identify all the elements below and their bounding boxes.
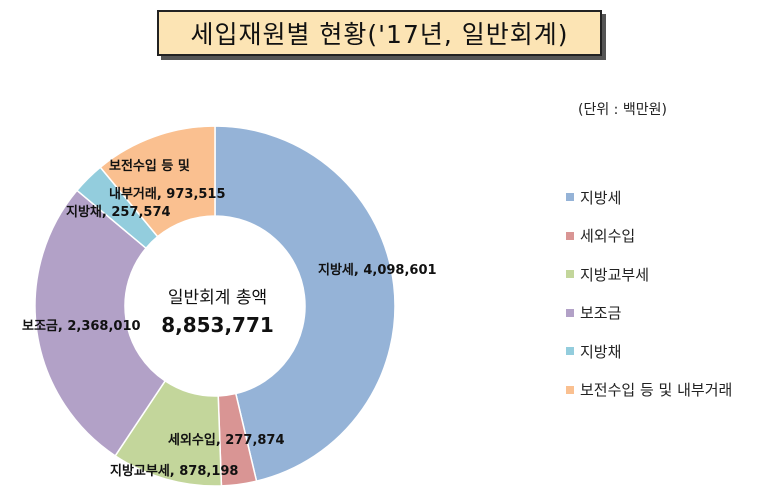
chart-title: 세입재원별 현황('17년, 일반회계) — [157, 10, 602, 56]
data-label-slice-3: 보조금, 2,368,010 — [22, 319, 141, 334]
donut-slice-5 — [99, 125, 216, 238]
legend-label: 지방채 — [580, 342, 622, 361]
legend-swatch — [566, 308, 574, 317]
data-label-slice-2: 지방교부세, 878,198 — [110, 464, 239, 479]
legend-swatch — [566, 231, 574, 240]
donut-slice-0 — [214, 125, 396, 483]
data-label-slice-5-line-1: 보전수입 등 및 — [109, 159, 190, 174]
legend-swatch — [566, 385, 574, 394]
legend-item: 세외수입 — [566, 217, 732, 256]
legend-label: 세외수입 — [580, 227, 636, 246]
legend-item: 보조금 — [566, 294, 732, 333]
legend-swatch — [566, 347, 574, 356]
data-label-slice-1: 세외수입, 277,874 — [168, 433, 285, 448]
legend: 지방세 세외수입 지방교부세 보조금 지방채 보전수입 등 및 내부거래 — [566, 178, 732, 409]
legend-swatch — [566, 193, 574, 202]
legend-item: 지방채 — [566, 332, 732, 371]
unit-label: (단위 : 백만원) — [578, 102, 667, 118]
center-total-title: 일반회계 총액 — [167, 288, 268, 308]
legend-label: 지방교부세 — [580, 265, 650, 284]
data-label-slice-5-line-2: 내부거래, 973,515 — [109, 187, 226, 202]
donut-slice-3 — [34, 189, 167, 457]
legend-item: 보전수입 등 및 내부거래 — [566, 371, 732, 410]
legend-swatch — [566, 270, 574, 279]
legend-label: 보조금 — [580, 304, 622, 323]
data-label-slice-4: 지방채, 257,574 — [66, 205, 171, 220]
legend-item: 지방세 — [566, 178, 732, 217]
legend-label: 보전수입 등 및 내부거래 — [580, 381, 733, 400]
data-label-slice-0: 지방세, 4,098,601 — [318, 263, 437, 278]
legend-label: 지방세 — [580, 188, 622, 207]
center-total-value: 8,853,771 — [161, 313, 274, 337]
legend-item: 지방교부세 — [566, 255, 732, 294]
